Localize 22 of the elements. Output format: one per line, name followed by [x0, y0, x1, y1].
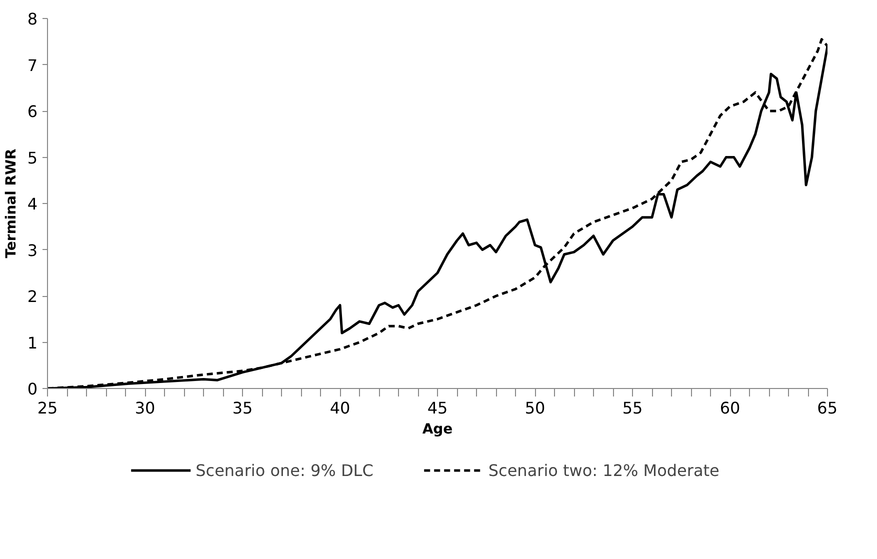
- legend-label: Scenario one: 9% DLC: [196, 460, 374, 480]
- x-tick-label: 25: [37, 398, 58, 418]
- x-tick-label: 55: [622, 398, 643, 418]
- y-tick-label: 4: [27, 194, 38, 214]
- x-axis-title: Age: [422, 422, 453, 438]
- x-tick-label: 40: [330, 398, 350, 418]
- legend-label: Scenario two: 12% Moderate: [488, 460, 720, 480]
- y-axis-title: Terminal RWR: [3, 148, 20, 258]
- y-tick-label: 6: [27, 102, 38, 121]
- x-tick-label: 30: [134, 398, 156, 418]
- y-tick-label: 1: [27, 333, 38, 352]
- y-tick-label: 3: [27, 240, 38, 260]
- x-tick-label: 45: [427, 398, 448, 418]
- y-tick-label: 0: [27, 380, 38, 398]
- x-tick-label: 35: [232, 398, 253, 418]
- y-tick-label: 2: [27, 287, 38, 306]
- y-tick-label: 5: [27, 148, 38, 168]
- y-tick-label: 7: [27, 56, 38, 75]
- y-tick-label: 8: [27, 10, 38, 28]
- x-tick-label: 65: [817, 398, 838, 418]
- x-tick-label: 60: [720, 398, 740, 418]
- x-tick-label: 50: [524, 398, 546, 418]
